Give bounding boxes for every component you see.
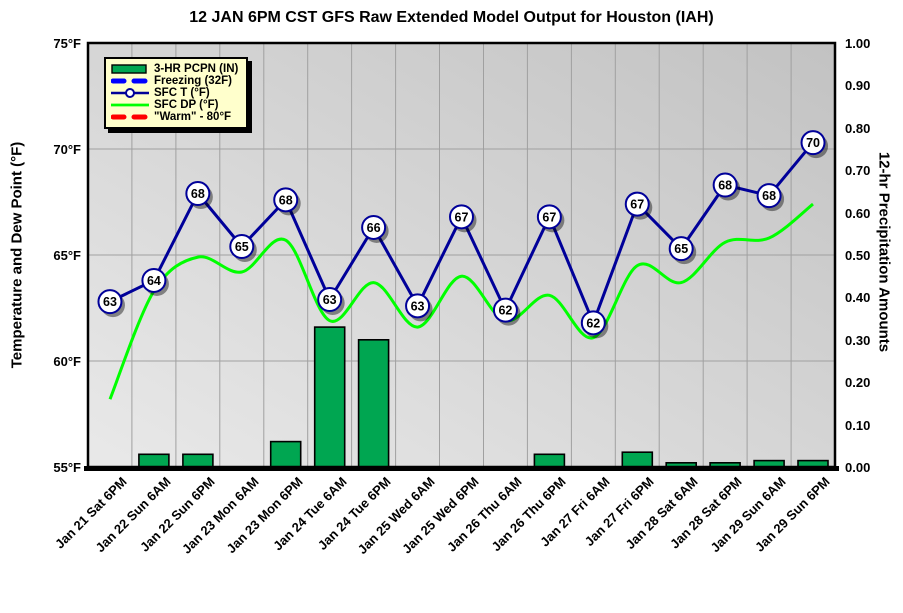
temp-marker: [141, 267, 167, 293]
temp-marker-label: 67: [455, 210, 469, 224]
temp-marker-label: 67: [542, 210, 556, 224]
legend-item: 3-HR PCPN (IN): [111, 63, 238, 75]
dewpoint-line: [108, 202, 814, 400]
temp-marker-label: 64: [147, 274, 161, 288]
right-tick-label: 0.00: [845, 460, 871, 475]
temp-marker-label: 62: [586, 316, 600, 330]
legend-swatch-dash: [111, 114, 149, 120]
legend-swatch-line: [111, 103, 149, 107]
legend-item-label: SFC DP (°F): [154, 99, 219, 111]
right-tick-label: 0.50: [845, 248, 871, 263]
temp-marker: [800, 130, 826, 156]
temp-marker-label: 62: [498, 304, 512, 318]
temp-marker-label: 65: [235, 240, 249, 254]
temp-marker: [97, 289, 123, 315]
precip-bar: [621, 451, 654, 468]
temp-marker: [668, 236, 694, 262]
temp-marker: [449, 204, 474, 230]
precip-bar: [138, 453, 170, 468]
legend-swatch-dash: [111, 78, 149, 84]
temp-marker: [756, 183, 782, 209]
legend-item: "Warm" - 80°F: [111, 111, 238, 123]
left-tick-label: 60°F: [53, 354, 81, 369]
temp-marker-label: 66: [367, 221, 381, 235]
temp-marker: [712, 172, 738, 198]
precip-bar: [533, 453, 566, 468]
precip-bar: [182, 453, 214, 468]
temp-marker-label: 70: [806, 136, 820, 150]
legend-item-label: Freezing (32F): [154, 75, 232, 87]
right-tick-label: 0.90: [845, 78, 871, 94]
legend-item: Freezing (32F): [111, 75, 238, 87]
legend-item-label: "Warm" - 80°F: [154, 111, 232, 123]
legend-swatch-line-circle: [111, 88, 149, 98]
right-tick-label: 1.00: [845, 36, 871, 51]
temp-marker-label: 63: [103, 295, 117, 309]
legend-item-label: SFC T (°F): [154, 87, 210, 99]
precip-bar: [313, 326, 346, 468]
legend-item: SFC DP (°F): [111, 99, 238, 111]
temp-marker: [229, 234, 255, 260]
temp-marker-label: 65: [674, 242, 688, 256]
legend-bar-swatch: [111, 64, 147, 74]
temp-marker: [536, 204, 562, 230]
temp-marker: [185, 181, 211, 207]
temp-marker-label: 68: [718, 179, 732, 193]
temp-marker-label: 67: [630, 198, 644, 212]
temp-marker-label: 63: [323, 293, 337, 307]
precip-bar: [357, 338, 390, 468]
temp-marker: [317, 287, 343, 313]
temp-marker: [580, 310, 606, 336]
legend-item-label: 3-HR PCPN (IN): [154, 63, 239, 75]
left-tick-label: 65°F: [53, 248, 81, 263]
left-tick-label: 55°F: [53, 460, 81, 475]
temp-marker-label: 68: [191, 187, 205, 201]
temp-marker: [405, 293, 431, 319]
temp-marker: [361, 214, 387, 240]
precip-bar: [269, 440, 302, 468]
left-tick-label: 70°F: [53, 142, 81, 157]
temp-marker-label: 63: [411, 299, 425, 313]
right-tick-label: 0.40: [845, 290, 871, 306]
temp-marker: [273, 187, 299, 213]
legend: 3-HR PCPN (IN) Freezing (32F) SFC T (°F) SF…: [104, 57, 249, 129]
right-tick-label: 0.80: [845, 120, 871, 136]
right-tick-label: 0.60: [845, 205, 871, 221]
right-tick-label: 0.70: [845, 163, 871, 179]
x-axis-line: [84, 466, 839, 471]
temp-marker-label: 68: [762, 189, 776, 203]
left-tick-label: 75°F: [53, 36, 81, 51]
chart-title: 12 JAN 6PM CST GFS Raw Extended Model Ou…: [189, 9, 714, 26]
right-tick-label: 0.30: [845, 332, 871, 348]
temp-marker: [624, 191, 650, 217]
legend-circle-marker: [125, 88, 135, 98]
right-tick-label: 0.10: [845, 417, 871, 433]
legend-item: SFC T (°F): [111, 87, 238, 99]
right-tick-label: 0.20: [845, 375, 871, 391]
legend-swatch-bar: [111, 64, 147, 74]
temp-marker: [492, 297, 518, 323]
temp-marker-label: 68: [279, 193, 293, 207]
